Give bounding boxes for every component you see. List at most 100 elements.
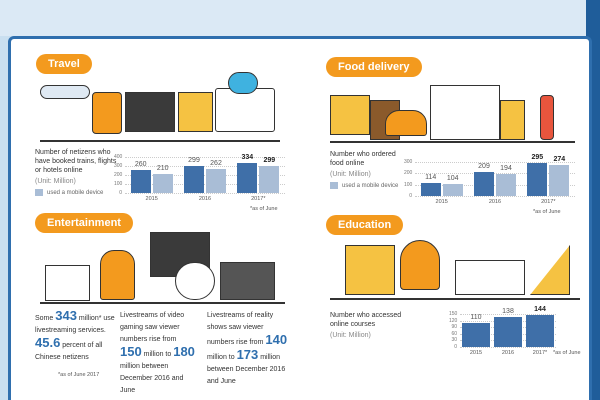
train-icon	[178, 92, 213, 132]
livestream-stat: Some 343 million* use livestreaming serv…	[35, 308, 115, 361]
legend-swatch	[35, 189, 43, 196]
y-tick-label: 200	[404, 170, 413, 177]
x-tick-label: 2017*	[251, 196, 266, 202]
education-title: Education	[326, 215, 404, 235]
legend-label: used a mobile device	[47, 189, 104, 196]
y-tick-label: 300	[114, 163, 123, 169]
data-label: 144	[534, 306, 546, 314]
bar	[259, 166, 280, 193]
x-tick-label: 2016	[198, 196, 212, 202]
data-label: 262	[210, 160, 222, 168]
bar	[462, 322, 490, 347]
y-tick-label: 60	[451, 330, 457, 337]
gridline	[415, 162, 575, 163]
y-tick-label: 120	[449, 317, 458, 324]
travel-chart: 400 300 200 100 0 260 210 2015 299 262 2016 334 299 2…	[114, 153, 285, 202]
data-label: 210	[156, 165, 169, 173]
burger-icon	[385, 110, 427, 136]
data-label: 209	[478, 163, 490, 171]
gridline	[415, 184, 575, 186]
bar	[420, 183, 441, 196]
travel-legend: used a mobile device	[35, 189, 103, 196]
gridline	[415, 196, 575, 197]
food-desc: Number who ordered food online	[330, 151, 396, 167]
bar	[184, 166, 204, 193]
travel-note: *as of June	[250, 206, 278, 212]
bar	[496, 174, 516, 196]
data-label: 295	[531, 153, 544, 161]
gridline	[125, 193, 285, 194]
data-label: 299	[263, 157, 276, 165]
education-unit: (Unit: Million)	[330, 332, 371, 339]
streamer-icon	[175, 262, 215, 300]
data-label: 260	[134, 160, 147, 168]
data-label: 274	[553, 155, 566, 163]
y-tick-label: 100	[114, 181, 123, 187]
y-tick-label: 200	[114, 172, 123, 178]
y-tick-label: 0	[409, 193, 412, 199]
legend-swatch	[330, 182, 338, 189]
x-tick-label: 2016	[501, 350, 515, 356]
x-tick-label: 2015	[145, 196, 158, 202]
education-note: *as of June	[553, 350, 581, 356]
y-tick-label: 0	[454, 344, 457, 350]
top-decoration	[0, 0, 600, 36]
gridline	[125, 166, 285, 167]
cloud-gear-icon	[228, 72, 258, 94]
gridline	[125, 157, 285, 158]
y-tick-label: 300	[404, 159, 413, 165]
food-legend: used a mobile device	[330, 182, 398, 189]
travel-unit: (Unit: Million)	[35, 178, 76, 185]
travel-title: Travel	[36, 54, 92, 74]
camera-icon	[220, 262, 275, 300]
phone-icon	[330, 95, 370, 135]
data-label: 334	[241, 153, 254, 161]
gaming-stat: Livestreams of video gaming saw viewer n…	[120, 312, 195, 394]
bar	[206, 169, 226, 193]
laptop-icon	[215, 88, 275, 132]
bar	[494, 316, 522, 347]
entertainment-title: Entertainment	[35, 213, 133, 233]
y-tick-label: 150	[449, 311, 458, 317]
bar	[152, 174, 173, 193]
travel-desc: Number of netizens who have booked train…	[35, 149, 117, 174]
bag-icon	[500, 100, 525, 140]
food-unit: (Unit: Million)	[330, 171, 371, 178]
y-tick-label: 90	[451, 324, 457, 331]
x-tick-label: 2017*	[541, 199, 556, 205]
shop-icon	[430, 85, 500, 140]
person-icon	[100, 250, 135, 300]
gridline	[415, 173, 575, 175]
headset-person-icon	[400, 240, 440, 290]
legend-label: used a mobile device	[342, 182, 399, 189]
bar	[527, 162, 548, 196]
monitor-icon	[45, 265, 90, 301]
mountain-picture-icon	[125, 92, 175, 132]
bar	[549, 164, 570, 196]
education-desc: Number who accessed online courses	[330, 312, 402, 328]
data-label: 194	[500, 165, 512, 172]
plane-icon	[40, 85, 90, 99]
y-tick-label: 400	[114, 154, 123, 160]
gridline	[460, 347, 556, 348]
livestream-note: *as of June 2017	[58, 372, 100, 378]
food-title: Food delivery	[326, 57, 422, 77]
bar	[526, 315, 554, 347]
books-icon	[345, 245, 395, 295]
data-label: 110	[470, 313, 482, 321]
x-tick-label: 2015	[435, 199, 448, 205]
gridline	[125, 175, 285, 176]
laptop-icon	[455, 260, 525, 295]
bar	[237, 162, 258, 193]
data-label: 299	[188, 157, 200, 165]
education-chart: 150 120 90 60 30 0 110 2015 138 2016 144 2017*	[449, 306, 556, 356]
food-note: *as of June	[533, 209, 561, 215]
suitcase-icon	[92, 92, 122, 134]
data-label: 138	[502, 307, 514, 315]
bar	[130, 169, 151, 193]
x-tick-label: 2016	[488, 199, 502, 205]
y-tick-label: 100	[404, 181, 413, 188]
gridline	[125, 184, 285, 185]
y-tick-label: 30	[451, 337, 457, 344]
x-tick-label: 2017*	[532, 350, 548, 356]
